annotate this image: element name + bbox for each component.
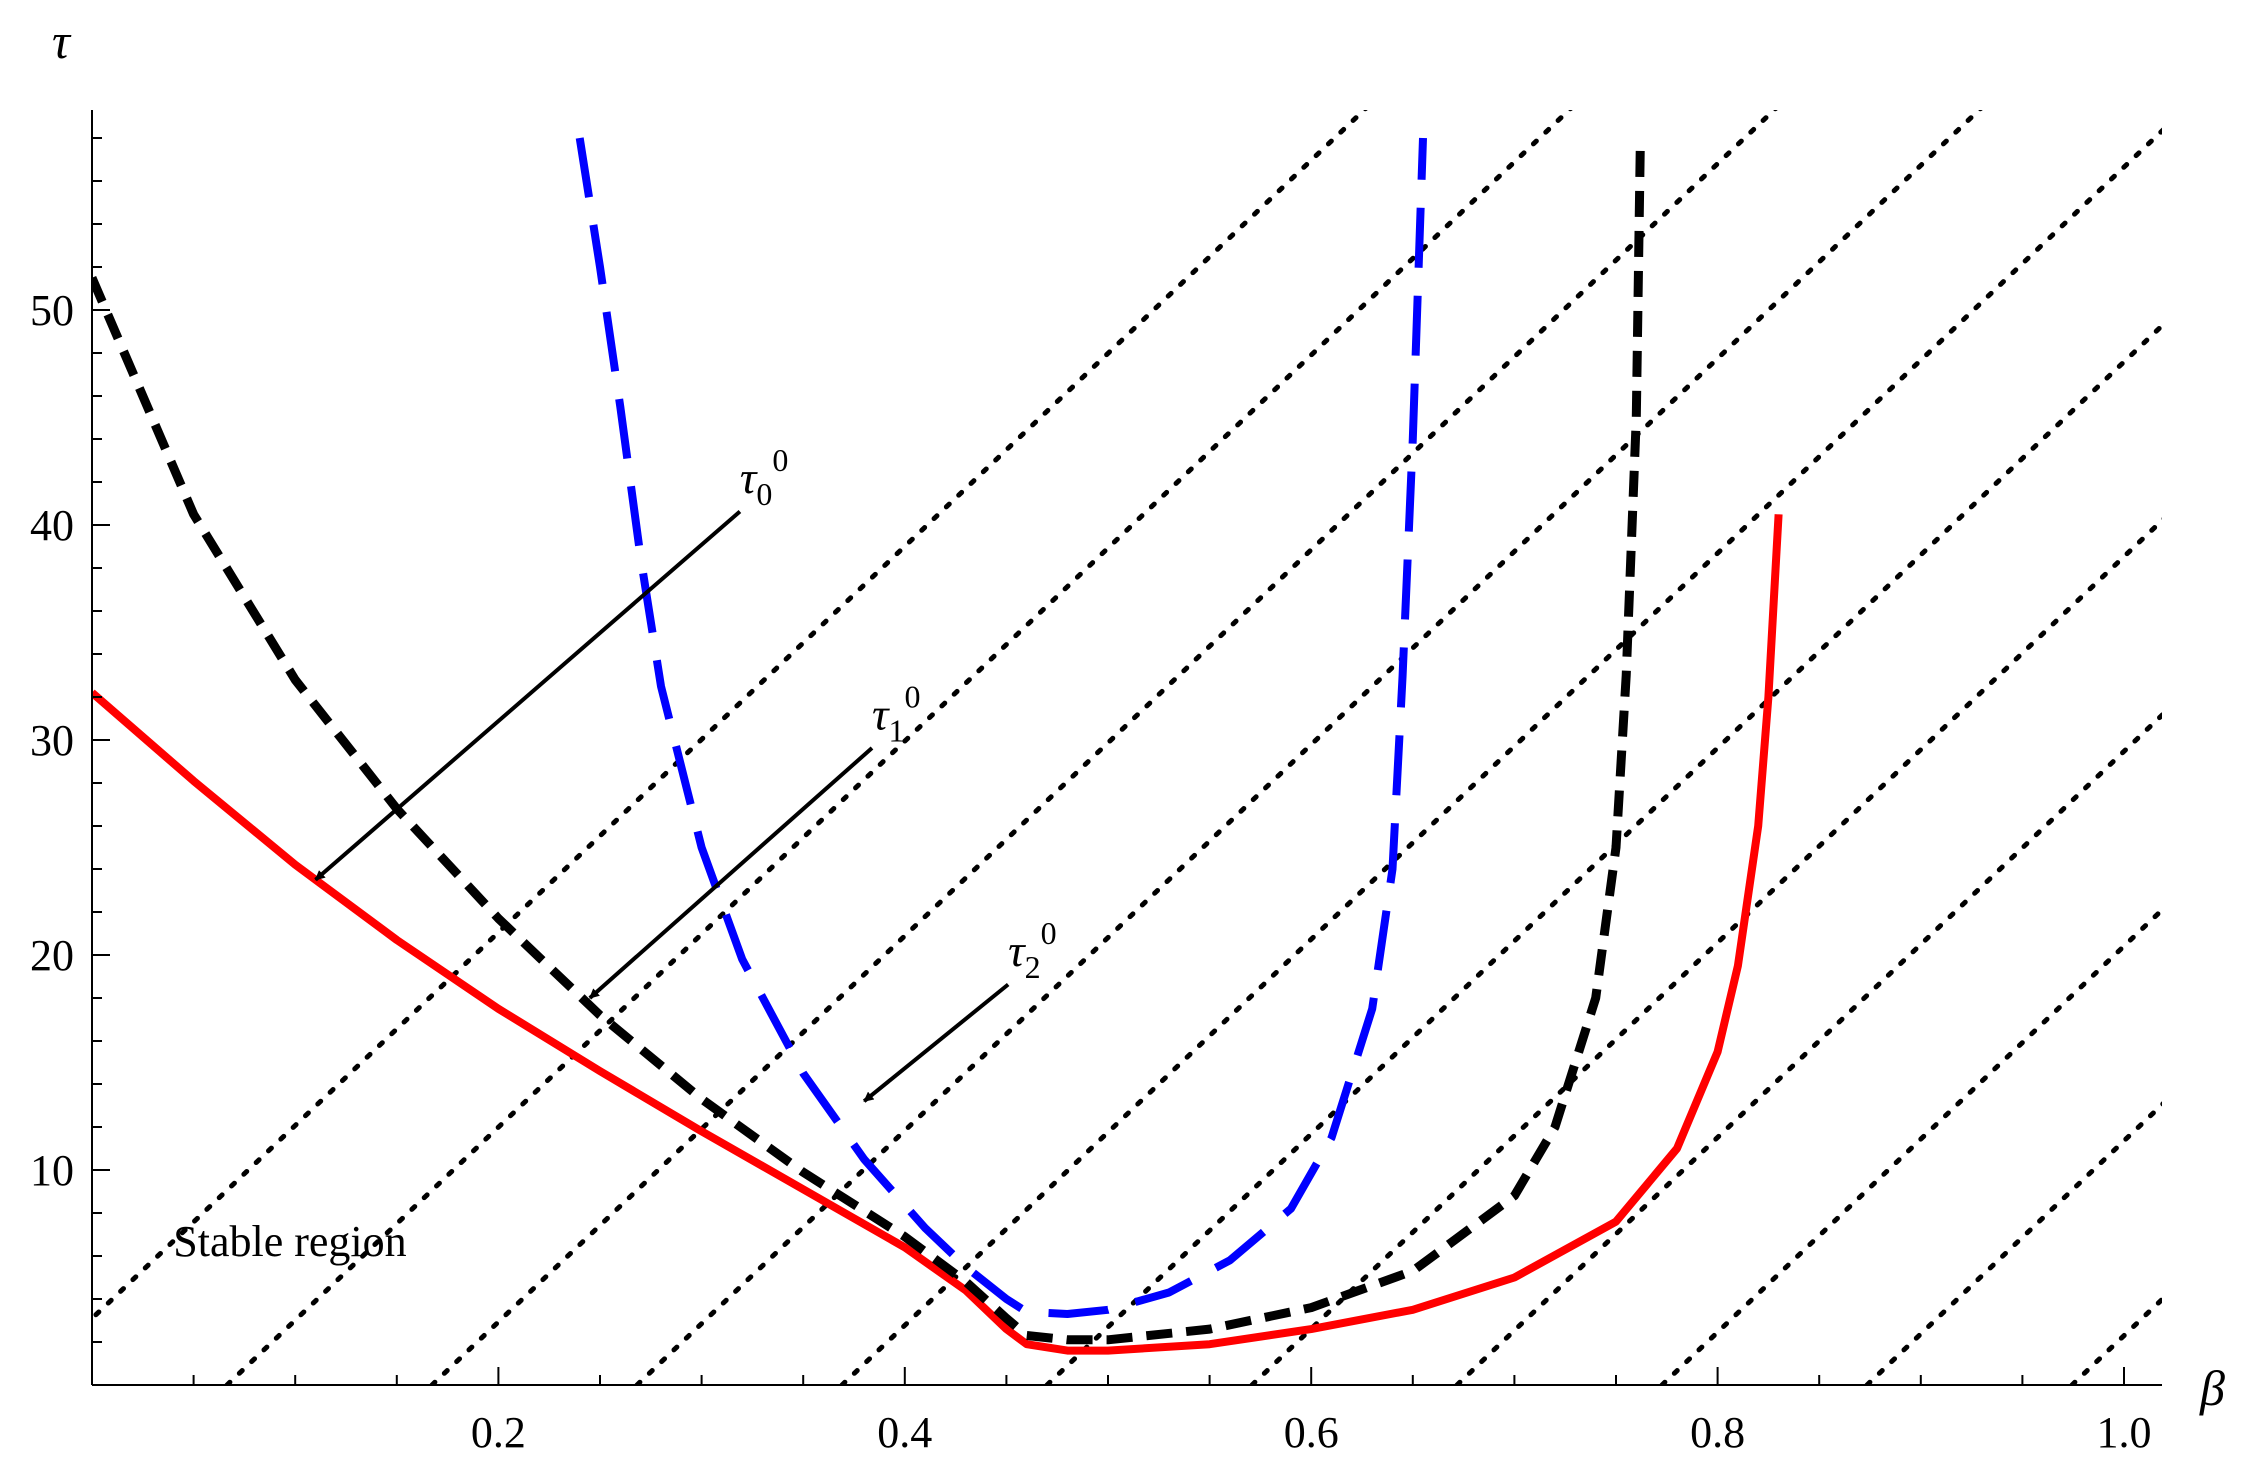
x-tick-label: 0.4	[877, 1408, 932, 1457]
hatch-line	[1659, 906, 2162, 1385]
y-tick-label: 20	[30, 931, 74, 980]
y-tick-label: 40	[30, 501, 74, 550]
annotation-arrow-0	[314, 509, 742, 882]
axes: 0.2 0.4 0.6 0.8 1.0 10 20 30 40 50	[30, 110, 2162, 1457]
annotation-label-1: τ10	[872, 678, 920, 748]
annotation-label-0: τ00	[740, 442, 788, 512]
annotations: τ00 τ10 τ20	[314, 442, 1057, 1103]
x-tick-label: 0.2	[471, 1408, 526, 1457]
x-tick-label: 0.8	[1690, 1408, 1745, 1457]
hatch-line	[1454, 711, 2162, 1385]
hatch-line	[429, 110, 1778, 1385]
y-tick-label: 30	[30, 716, 74, 765]
hatch-line	[634, 110, 1983, 1385]
x-tick-label: 1.0	[2097, 1408, 2152, 1457]
y-tick-label: 10	[30, 1146, 74, 1195]
hatch-line	[1044, 322, 2162, 1385]
series-line-2	[92, 137, 1645, 1345]
hatch-line	[1864, 1101, 2162, 1385]
hatch-line	[224, 110, 1573, 1385]
annotation-arrow-1	[588, 746, 874, 1000]
stable-region-label: Stable region	[173, 1217, 406, 1266]
x-axis-label: β	[2199, 1360, 2225, 1416]
hatch-line	[2069, 1296, 2162, 1385]
y-axis-label: τ	[52, 13, 72, 69]
series-line-1	[92, 514, 1783, 1355]
hatch-line	[92, 110, 1368, 1322]
annotation-arrow-2	[862, 982, 1010, 1103]
series-line-3	[575, 137, 1427, 1318]
annotation-label-2: τ20	[1008, 915, 1056, 985]
series-lines	[92, 137, 1783, 1355]
hatch-line	[839, 127, 2162, 1385]
hatch-line	[1249, 517, 2162, 1385]
stable-region-hatching	[92, 110, 2162, 1385]
y-tick-label: 50	[30, 286, 74, 335]
x-tick-label: 0.6	[1284, 1408, 1339, 1457]
